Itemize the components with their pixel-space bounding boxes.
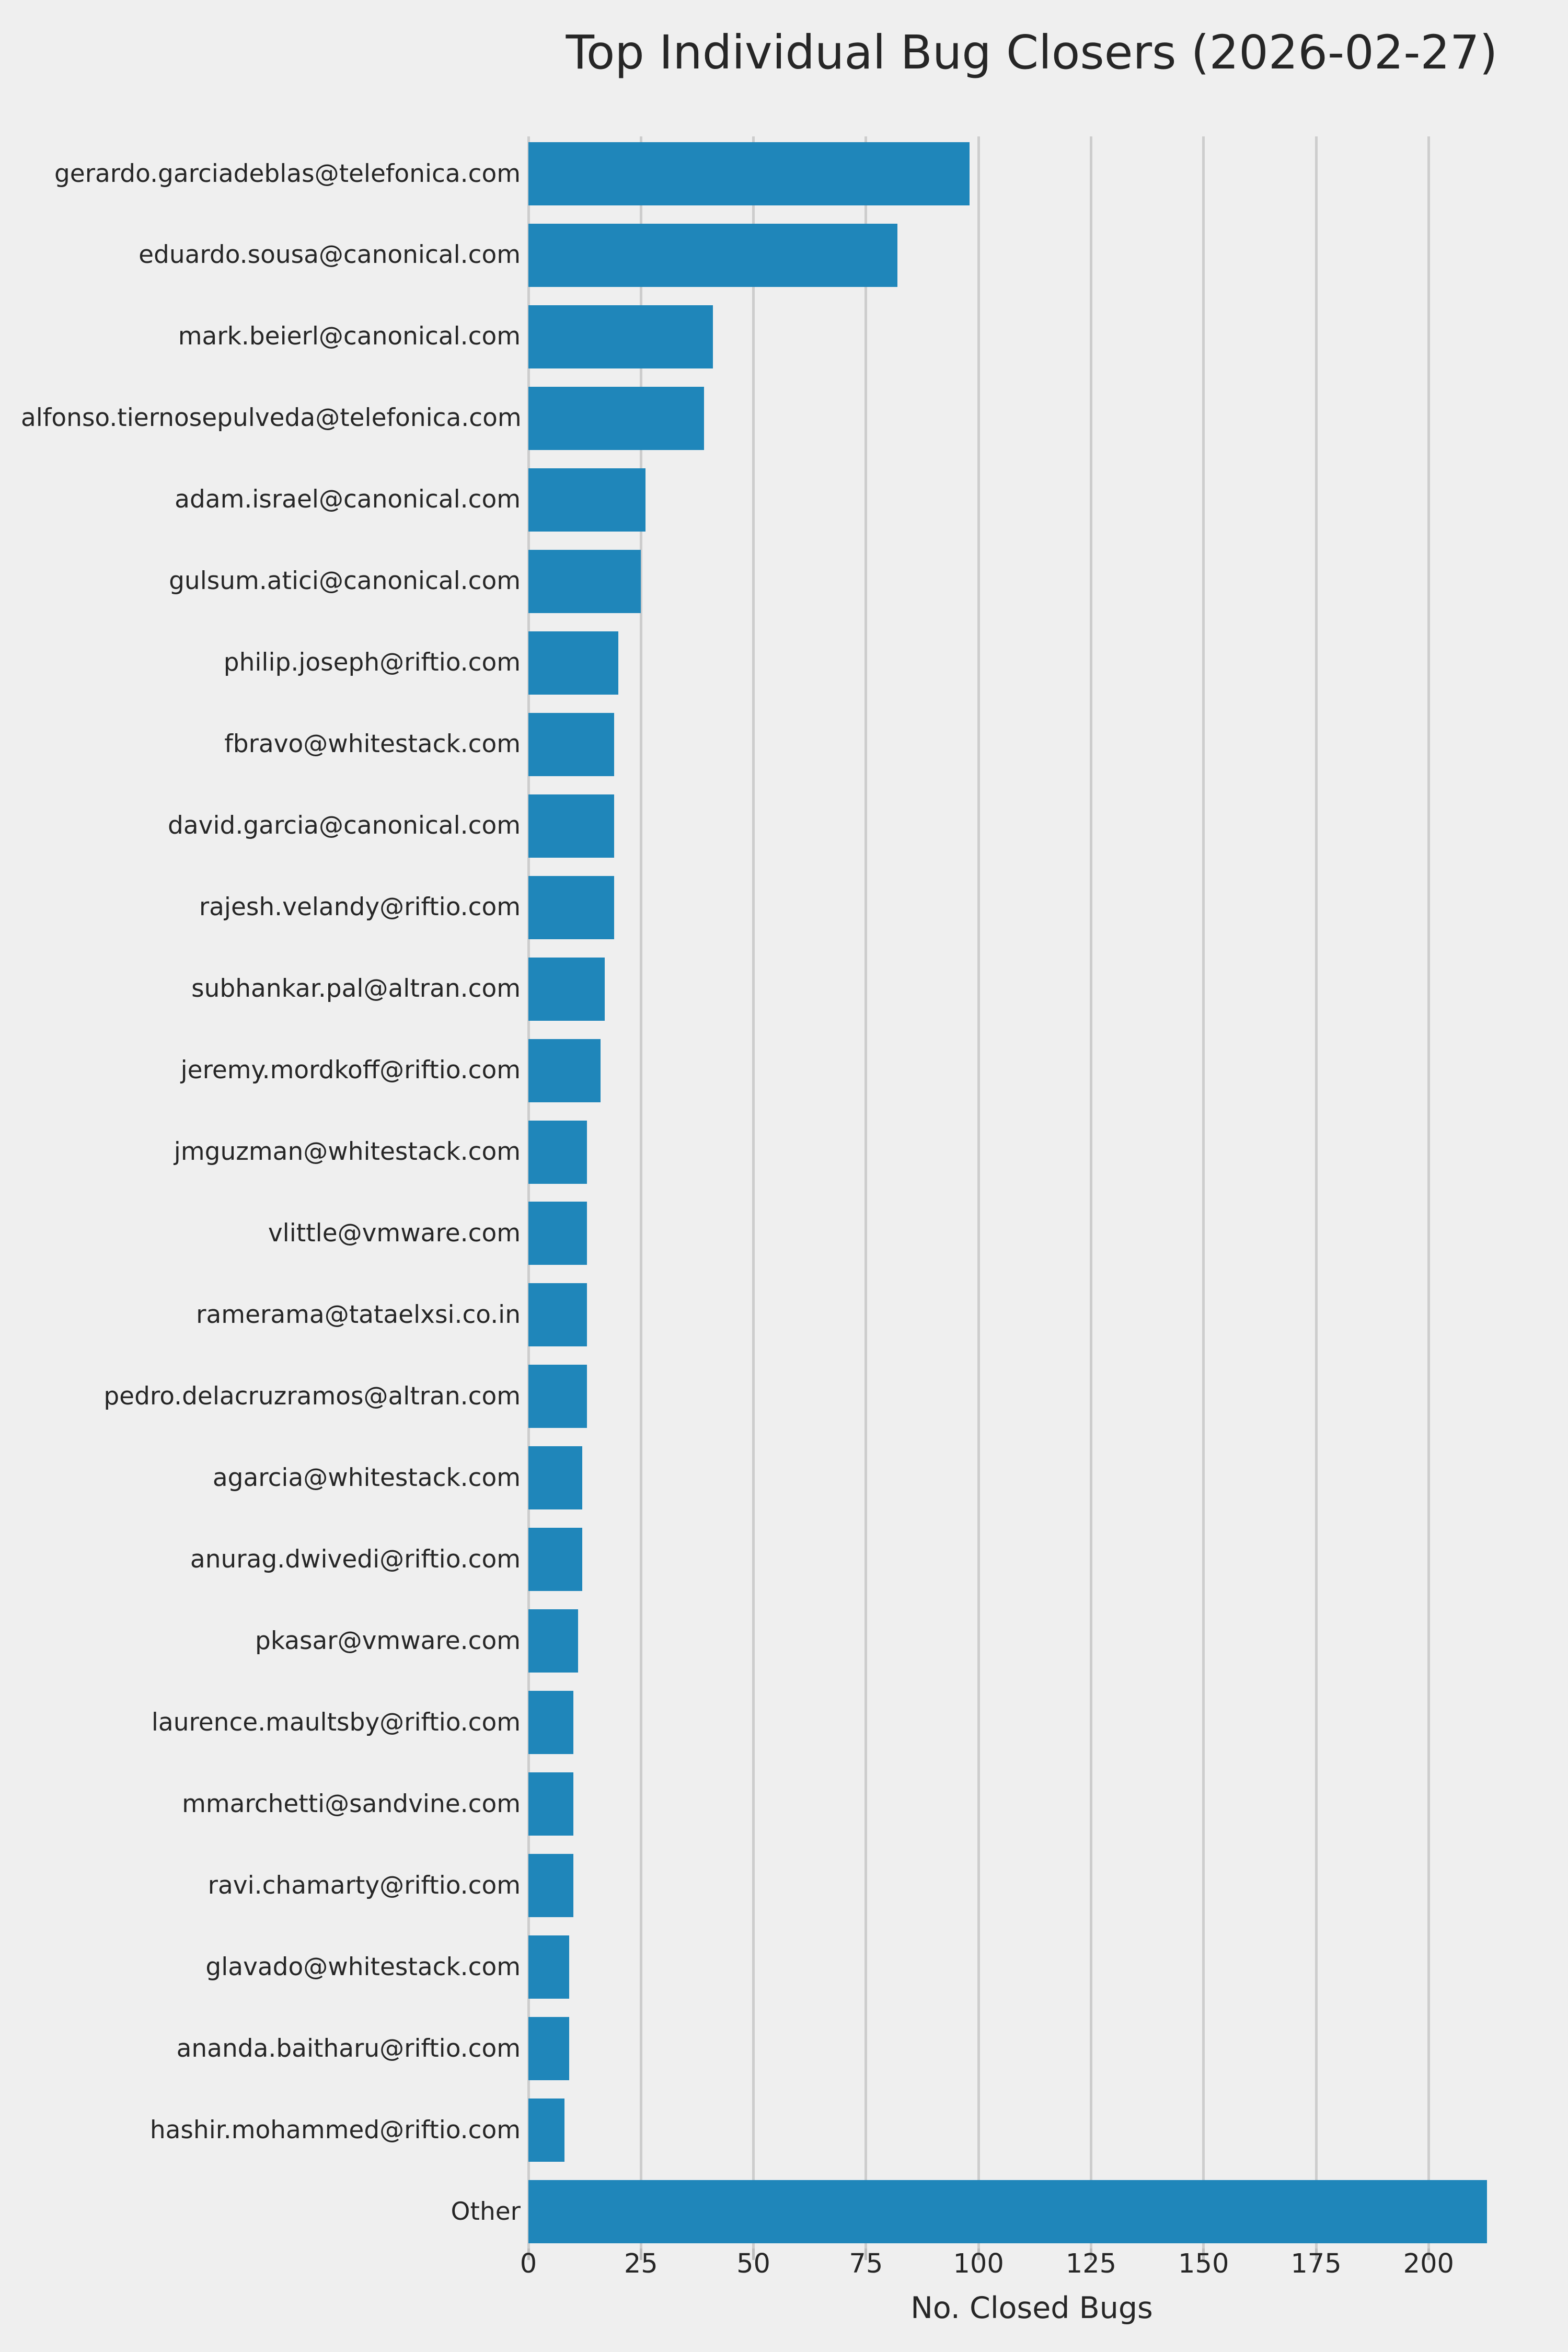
gridline xyxy=(1202,136,1205,2249)
bar xyxy=(528,1935,569,1999)
bar xyxy=(528,1854,574,1918)
bar xyxy=(528,1039,601,1102)
x-tick-mark xyxy=(1315,2249,1318,2260)
bar xyxy=(528,1120,587,1184)
gridline xyxy=(1315,136,1318,2249)
x-tick-label: 150 xyxy=(1178,2249,1229,2279)
gridline xyxy=(864,136,868,2249)
y-tick-label: eduardo.sousa@canonical.com xyxy=(139,240,521,270)
gridline xyxy=(752,136,755,2249)
bar xyxy=(528,1283,587,1347)
y-tick-label: hashir.mohammed@riftio.com xyxy=(149,2115,521,2145)
bar xyxy=(528,1528,583,1592)
y-tick-label: vlittle@vmware.com xyxy=(268,1218,521,1248)
bar xyxy=(528,1772,574,1836)
bar xyxy=(528,2017,569,2081)
y-tick-label: david.garcia@canonical.com xyxy=(168,811,521,840)
y-tick-label: pedro.delacruzramos@altran.com xyxy=(103,1381,521,1411)
x-tick-label: 100 xyxy=(953,2249,1004,2279)
bar xyxy=(528,1202,587,1265)
x-tick-mark xyxy=(977,2249,980,2260)
chart-title: Top Individual Bug Closers (2026-02-27) xyxy=(566,25,1498,79)
bar xyxy=(528,1609,578,1673)
y-tick-label: jmguzman@whitestack.com xyxy=(174,1137,521,1167)
gridline xyxy=(977,136,980,2249)
x-tick-mark xyxy=(864,2249,868,2260)
x-tick-label: 25 xyxy=(624,2249,658,2279)
bar xyxy=(528,631,619,695)
bar xyxy=(528,2180,1488,2243)
x-tick-mark xyxy=(1089,2249,1092,2260)
x-axis-label: No. Closed Bugs xyxy=(910,2291,1153,2325)
y-tick-label: gerardo.garciadeblas@telefonica.com xyxy=(54,159,521,188)
bar xyxy=(528,1365,587,1428)
bar xyxy=(528,142,970,205)
gridline xyxy=(1089,136,1092,2249)
x-tick-label: 75 xyxy=(849,2249,883,2279)
bar xyxy=(528,875,614,939)
x-tick-mark xyxy=(639,2249,642,2260)
x-tick-mark xyxy=(1202,2249,1205,2260)
y-tick-label: pkasar@vmware.com xyxy=(255,1626,521,1655)
y-tick-label: alfonso.tiernosepulveda@telefonica.com xyxy=(21,403,522,433)
x-tick-label: 125 xyxy=(1065,2249,1117,2279)
y-tick-label: rajesh.velandy@riftio.com xyxy=(199,893,521,922)
y-tick-label: fbravo@whitestack.com xyxy=(224,730,521,759)
bar xyxy=(528,549,641,613)
bar xyxy=(528,1446,583,1510)
y-tick-label: ramerama@tataelxsi.co.in xyxy=(196,1300,521,1329)
y-tick-label: mmarchetti@sandvine.com xyxy=(182,1789,521,1818)
bar xyxy=(528,794,614,858)
gridline xyxy=(527,136,530,2249)
y-tick-label: philip.joseph@riftio.com xyxy=(223,648,521,677)
y-tick-label: ravi.chamarty@riftio.com xyxy=(207,1871,521,1900)
y-tick-label: gulsum.atici@canonical.com xyxy=(169,567,521,596)
bar xyxy=(528,1691,574,1755)
y-tick-label: mark.beierl@canonical.com xyxy=(178,322,521,351)
bar xyxy=(528,2099,564,2162)
x-tick-mark xyxy=(752,2249,755,2260)
y-tick-label: laurence.maultsby@riftio.com xyxy=(151,1708,521,1737)
bar xyxy=(528,957,605,1021)
bar xyxy=(528,305,713,368)
x-tick-label: 50 xyxy=(736,2249,771,2279)
y-tick-label: subhankar.pal@altran.com xyxy=(191,974,521,1004)
y-tick-label: ananda.baitharu@riftio.com xyxy=(176,2034,521,2063)
x-tick-label: 175 xyxy=(1290,2249,1342,2279)
y-tick-label: Other xyxy=(451,2197,521,2226)
bar xyxy=(528,712,614,776)
plot-area xyxy=(527,136,1535,2249)
gridline xyxy=(1427,136,1430,2249)
bar xyxy=(528,468,645,532)
gridline xyxy=(639,136,642,2249)
x-tick-mark xyxy=(527,2249,530,2260)
y-tick-label: glavado@whitestack.com xyxy=(205,1952,521,1981)
y-tick-label: jeremy.mordkoff@riftio.com xyxy=(180,1056,521,1085)
bar xyxy=(528,223,898,287)
y-tick-label: anurag.dwivedi@riftio.com xyxy=(190,1544,521,1574)
x-tick-mark xyxy=(1427,2249,1430,2260)
bar xyxy=(528,386,704,450)
x-tick-label: 200 xyxy=(1403,2249,1454,2279)
x-tick-label: 0 xyxy=(520,2249,537,2279)
y-tick-label: agarcia@whitestack.com xyxy=(212,1463,521,1492)
y-tick-label: adam.israel@canonical.com xyxy=(175,485,521,514)
